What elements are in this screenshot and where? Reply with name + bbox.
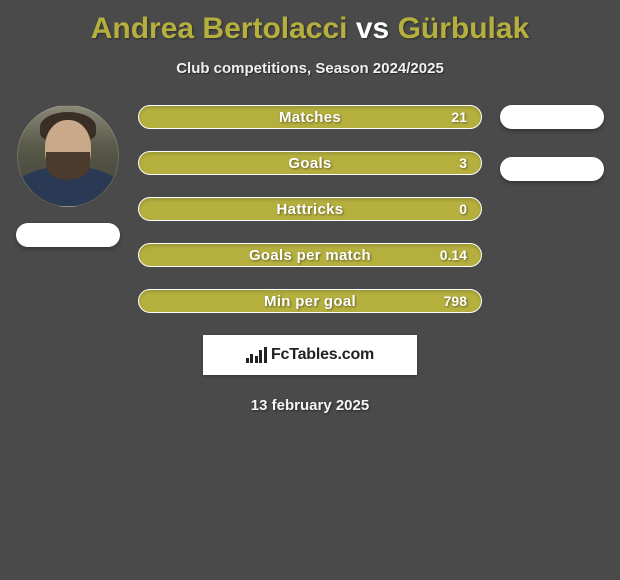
stat-label: Hattricks [277, 201, 344, 218]
main-row: Matches 21 Goals 3 Hattricks 0 Goals per… [0, 105, 620, 313]
stat-bar-matches: Matches 21 [138, 105, 482, 129]
stat-label: Min per goal [264, 293, 356, 310]
right-column [492, 105, 612, 313]
avatar-beard [46, 152, 90, 180]
stat-label: Goals per match [249, 247, 371, 264]
subtitle: Club competitions, Season 2024/2025 [0, 60, 620, 77]
footer-date: 13 february 2025 [0, 397, 620, 414]
page-title: Andrea Bertolacci vs Gürbulak [0, 0, 620, 46]
player2-pill-1 [500, 105, 604, 129]
stat-label: Goals [288, 155, 331, 172]
stat-value: 798 [444, 293, 467, 309]
stat-bar-goals: Goals 3 [138, 151, 482, 175]
logo-chart-icon [246, 347, 267, 363]
title-player1: Andrea Bertolacci [91, 12, 348, 45]
page-root: Andrea Bertolacci vs Gürbulak Club compe… [0, 0, 620, 414]
stat-value: 0.14 [440, 247, 467, 263]
player2-pill-2 [500, 157, 604, 181]
title-vs: vs [356, 12, 389, 45]
logo-text: FcTables.com [271, 346, 374, 364]
player1-pill [16, 223, 120, 247]
logo-box: FcTables.com [203, 335, 417, 375]
left-column [8, 105, 128, 313]
stat-bars: Matches 21 Goals 3 Hattricks 0 Goals per… [128, 105, 492, 313]
stat-bar-hattricks: Hattricks 0 [138, 197, 482, 221]
right-pill-stack [500, 105, 604, 207]
stat-label: Matches [279, 109, 341, 126]
stat-bar-goals-per-match: Goals per match 0.14 [138, 243, 482, 267]
stat-bar-min-per-goal: Min per goal 798 [138, 289, 482, 313]
stat-value: 3 [459, 155, 467, 171]
player1-avatar [17, 105, 119, 207]
title-player2: Gürbulak [398, 12, 530, 45]
stat-value: 0 [459, 201, 467, 217]
stat-value: 21 [451, 109, 467, 125]
